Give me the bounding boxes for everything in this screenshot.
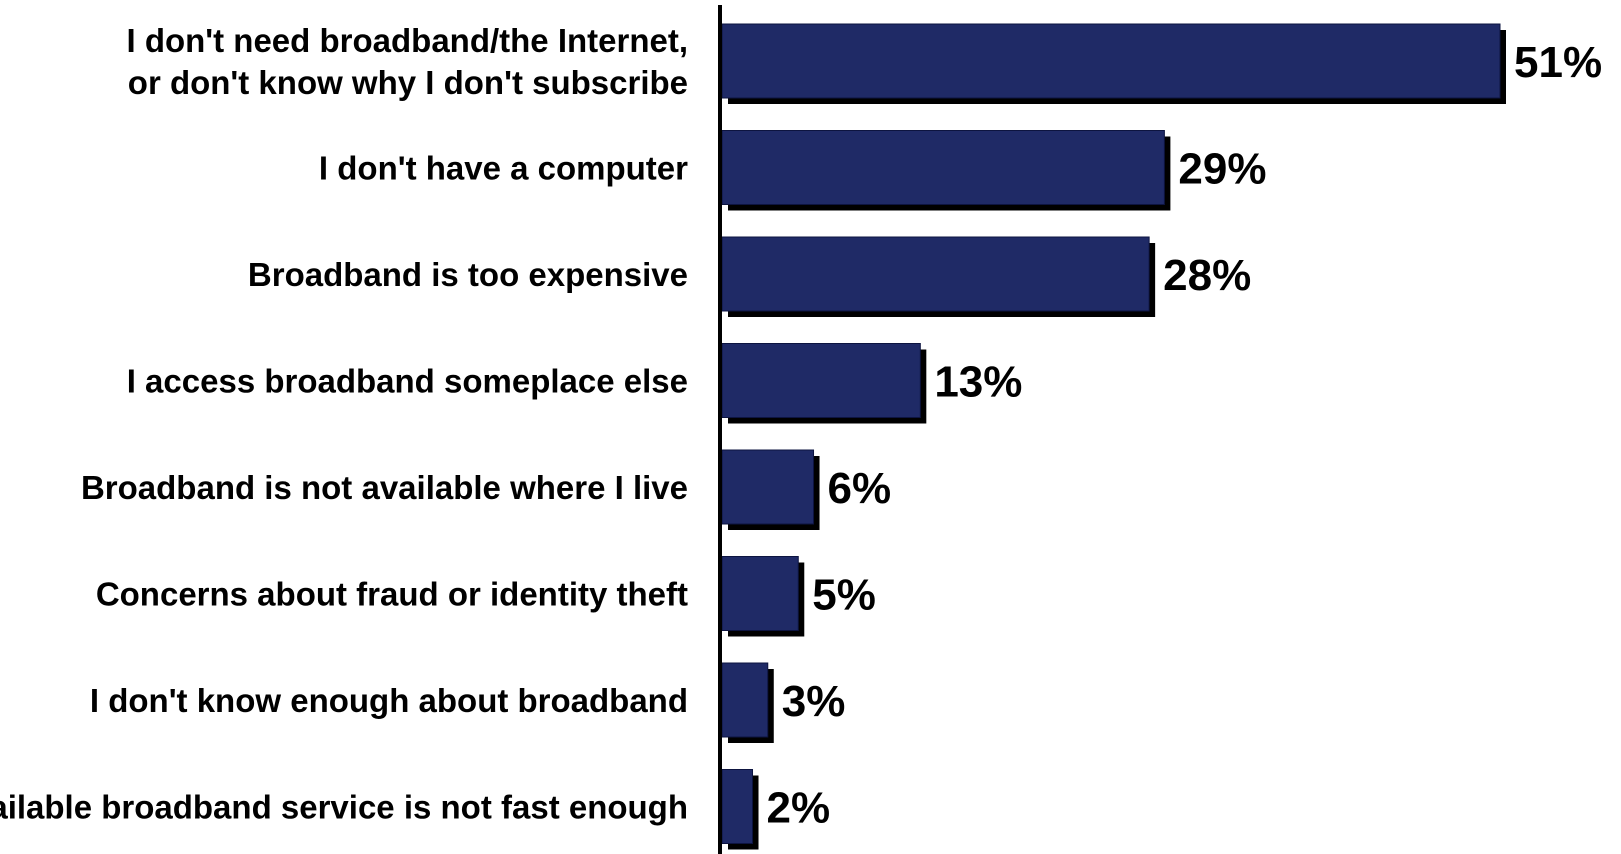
bar (721, 236, 1150, 312)
data-label: 13% (934, 358, 1022, 407)
category-label: Concerns about fraud or identity theft (96, 576, 688, 613)
category-label: I don't know enough about broadband (90, 682, 688, 719)
data-label: 2% (767, 784, 831, 833)
category-label: Broadband is not available where I live (81, 469, 688, 506)
bar (721, 769, 754, 844)
category-label: I don't need broadband/the Internet, (126, 22, 688, 59)
bar (721, 449, 815, 525)
bar (721, 130, 1165, 205)
data-label: 5% (812, 571, 876, 620)
category-label: Broadband is too expensive (248, 256, 688, 293)
bar (721, 23, 1501, 99)
data-label: 51% (1514, 38, 1602, 87)
category-label: Available broadband service is not fast … (0, 789, 688, 826)
bar (721, 662, 769, 738)
category-label: I access broadband someplace else (127, 363, 688, 400)
data-label: 3% (782, 677, 846, 726)
bar (721, 556, 799, 631)
category-label: I don't have a computer (319, 150, 688, 187)
data-label: 29% (1178, 145, 1266, 194)
labels-layer: 51% I don't need broadband/the Internet, o… (0, 22, 1602, 833)
bars-layer (721, 23, 1506, 850)
data-label: 6% (828, 464, 892, 513)
data-label: 28% (1163, 251, 1251, 300)
bar (721, 343, 921, 418)
category-label: or don't know why I don't subscribe (128, 64, 688, 101)
